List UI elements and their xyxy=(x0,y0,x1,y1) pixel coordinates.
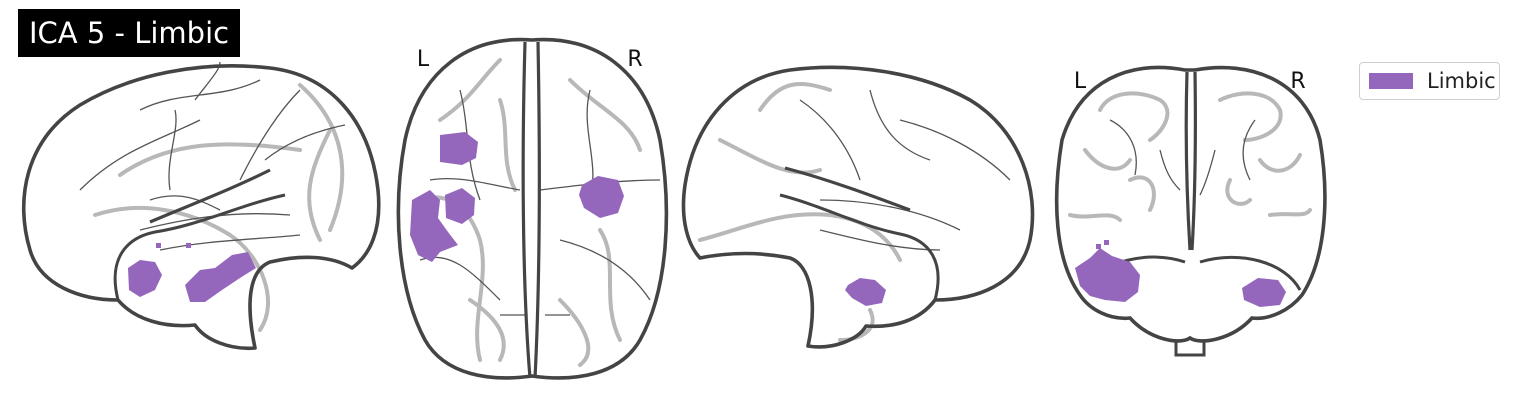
legend-swatch xyxy=(1369,73,1413,89)
sagittal-right-outline xyxy=(681,65,1035,349)
figure-title: ICA 5 - Limbic xyxy=(18,9,241,57)
sagittal-left-outline xyxy=(21,64,381,351)
limbic-region xyxy=(1075,240,1286,307)
legend-label: Limbic xyxy=(1427,69,1496,93)
coronal-right-label: R xyxy=(1290,69,1305,94)
limbic-region xyxy=(128,243,256,302)
axial-view: L R xyxy=(396,37,669,380)
axial-left-label: L xyxy=(417,47,430,72)
sagittal-left-view xyxy=(21,61,381,351)
legend: Limbic xyxy=(1359,62,1500,100)
axial-outline xyxy=(396,37,669,380)
limbic-region xyxy=(410,132,624,262)
coronal-outline xyxy=(1054,65,1327,343)
limbic-region xyxy=(845,278,886,306)
coronal-view: L R xyxy=(1054,65,1327,357)
axial-right-label: R xyxy=(627,47,642,72)
coronal-left-label: L xyxy=(1074,69,1087,94)
sagittal-right-view xyxy=(681,65,1035,349)
